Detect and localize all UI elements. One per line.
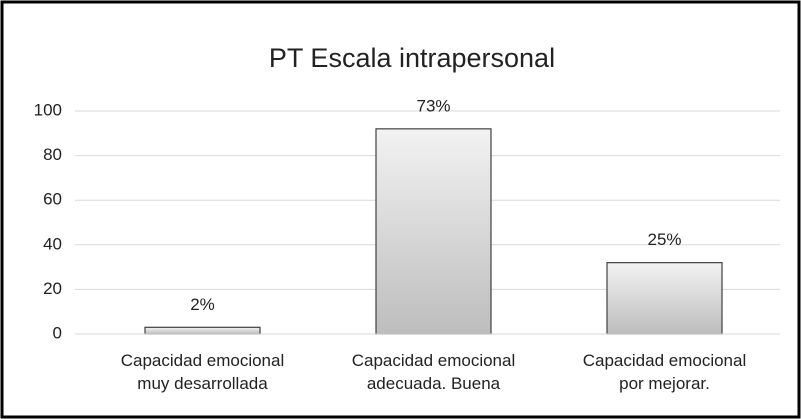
x-tick-label: Capacidad emocional muy desarrollada <box>121 351 285 393</box>
y-tick-label: 60 <box>43 190 62 209</box>
bar <box>606 262 723 335</box>
bar <box>144 326 261 335</box>
bar <box>375 128 492 335</box>
x-tick-label: Capacidad emocional por mejorar. <box>583 351 747 393</box>
y-tick-label: 80 <box>43 145 62 164</box>
y-tick-label: 20 <box>43 279 62 298</box>
y-tick-label: 40 <box>43 234 62 253</box>
x-tick-label: Capacidad emocional adecuada. Buena <box>352 351 516 393</box>
data-label: 73% <box>416 96 450 115</box>
data-label: 25% <box>647 230 681 249</box>
y-tick-label: 100 <box>34 100 62 119</box>
chart-title: PT Escala intrapersonal <box>269 43 555 73</box>
y-tick-label: 0 <box>53 323 62 342</box>
data-label: 2% <box>190 295 215 314</box>
